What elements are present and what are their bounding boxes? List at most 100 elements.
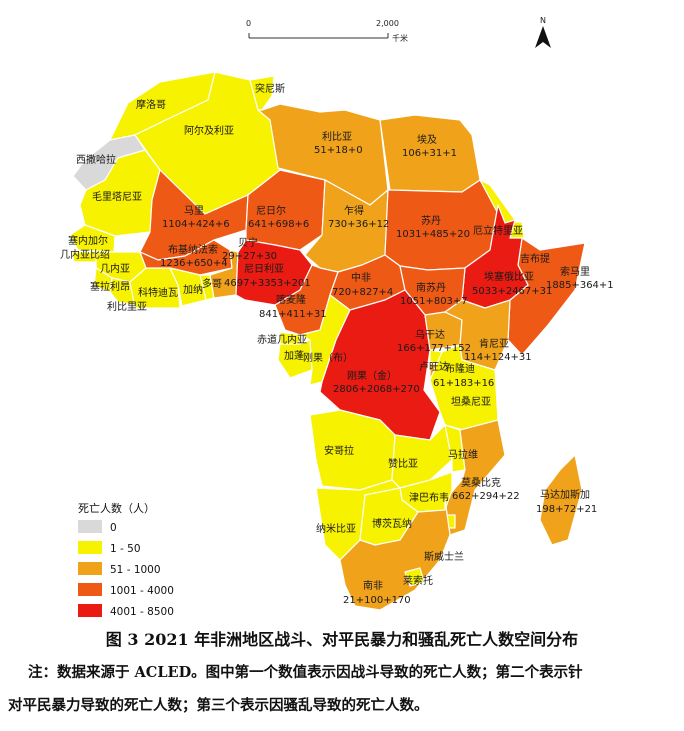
country-malawi[interactable]	[444, 424, 466, 473]
label-eswatini: 斯威士兰	[424, 550, 464, 563]
label-gbissau: 几内亚比绍	[60, 248, 110, 261]
label-ssudan: 南苏丹	[416, 281, 446, 294]
value-mozambique: 662+294+22	[452, 491, 520, 502]
label-guinea: 几内亚	[100, 262, 130, 275]
value-somalia: 1885+364+1	[546, 280, 614, 291]
note-line-2: 对平民暴力导致的死亡人数；第三个表示因骚乱导致的死亡人数。	[8, 697, 429, 714]
value-chad: 730+36+12	[328, 219, 389, 230]
scale-bar	[248, 33, 389, 39]
value-cameroon: 841+411+31	[259, 309, 327, 320]
north-arrow-icon	[535, 26, 551, 48]
value-kenya: 114+124+31	[464, 352, 532, 363]
label-benin: 贝宁	[238, 236, 258, 249]
label-tunisia: 突尼斯	[255, 82, 285, 95]
label-gabon: 加蓬	[284, 350, 304, 362]
label-rwanda: 卢旺达	[419, 360, 449, 373]
value-ethiopia: 5033+2467+31	[472, 286, 552, 297]
label-uganda: 乌干达	[415, 328, 445, 341]
label-lesotho: 莱索托	[403, 574, 433, 587]
value-madagascar: 198+72+21	[536, 504, 597, 515]
legend: 死亡人数（人） 0 1 - 50 51 - 1000 1001 - 4000 4…	[78, 501, 174, 618]
country-mozambique[interactable]	[444, 419, 506, 536]
label-morocco: 摩洛哥	[136, 98, 166, 111]
label-ethiopia: 埃塞俄比亚	[484, 270, 534, 283]
value-egypt: 106+31+1	[402, 148, 457, 159]
label-zimbabwe: 津巴布韦	[409, 492, 449, 504]
label-botswana: 博茨瓦纳	[372, 517, 412, 530]
value-drc: 2806+2068+270	[333, 384, 420, 395]
legend-label-2: 51 - 1000	[110, 564, 161, 576]
label-zambia: 赞比亚	[388, 457, 418, 470]
legend-swatch-4	[78, 604, 102, 617]
legend-title: 死亡人数（人）	[78, 501, 155, 515]
label-niger: 尼日尔	[256, 204, 286, 217]
label-senegal: 塞内加尔	[68, 234, 108, 247]
value-safrica: 21+100+170	[343, 595, 411, 606]
value-niger: 641+698+6	[248, 219, 309, 230]
label-safrica: 南非	[363, 579, 383, 592]
label-nigeria: 尼日利亚	[244, 263, 284, 275]
label-namibia: 纳米比亚	[316, 522, 356, 535]
value-sudan: 1031+485+20	[396, 229, 470, 240]
figure-caption: 图 3 2021 年非洲地区战斗、对平民暴力和骚乱死亡人数空间分布	[105, 630, 579, 649]
value-mali: 1104+424+6	[162, 219, 230, 230]
value-uganda: 166+177+152	[397, 343, 471, 354]
legend-swatch-0	[78, 520, 102, 533]
label-djibouti: 吉布提	[520, 253, 550, 265]
label-burkina: 布基纳法索	[168, 243, 218, 256]
value-libya: 51+18+0	[314, 145, 363, 156]
label-algeria: 阿尔及利亚	[184, 124, 234, 137]
label-congo: 刚果（布）	[303, 352, 353, 364]
label-eqguinea: 赤道几内亚	[257, 333, 307, 346]
label-drc: 刚果（金）	[347, 369, 397, 382]
label-sierra: 塞拉利昂	[90, 280, 130, 293]
label-mali: 马里	[184, 205, 204, 217]
scale-end-label: 2,000	[376, 19, 399, 28]
label-somalia: 索马里	[560, 265, 590, 278]
label-chad: 乍得	[344, 204, 364, 217]
label-cameroon: 喀麦隆	[276, 293, 306, 306]
country-madagascar[interactable]	[539, 454, 583, 546]
label-madagascar: 马达加斯加	[540, 488, 590, 501]
africa-map: 0 2,000 千米 N 突尼斯 摩洛哥 阿尔及利亚 利比亚 51+18+0 埃…	[60, 16, 614, 618]
label-liberia: 利比里亚	[107, 301, 147, 313]
north-label: N	[540, 16, 546, 25]
legend-label-0: 0	[110, 522, 117, 534]
value-nigeria: 4697+3353+201	[224, 278, 311, 289]
label-sudan: 苏丹	[421, 214, 441, 227]
label-malawi: 马拉维	[448, 448, 478, 461]
label-burundi: 布隆迪	[445, 362, 475, 375]
scale-unit-label: 千米	[392, 33, 408, 43]
country-libya[interactable]	[257, 103, 389, 206]
label-tanzania: 坦桑尼亚	[451, 395, 491, 408]
legend-label-1: 1 - 50	[110, 543, 141, 555]
country-lesotho[interactable]	[404, 567, 425, 587]
label-egypt: 埃及	[417, 133, 437, 146]
legend-swatch-3	[78, 583, 102, 596]
label-libya: 利比亚	[322, 131, 352, 143]
country-senegal[interactable]	[69, 224, 116, 253]
label-mauritania: 毛里塔尼亚	[92, 190, 142, 203]
scale-start-label: 0	[246, 19, 251, 28]
label-ivory: 科特迪瓦	[138, 286, 178, 299]
label-angola: 安哥拉	[324, 444, 354, 457]
legend-swatch-1	[78, 541, 102, 554]
label-eritrea: 厄立特里亚	[473, 224, 523, 237]
value-burundi: 61+183+16	[433, 378, 494, 389]
value-burkina: 1236+650+4	[160, 258, 228, 269]
value-benin: 29+27+30	[222, 251, 277, 262]
legend-label-3: 1001 - 4000	[110, 585, 174, 597]
label-togo: 多哥	[202, 277, 222, 290]
country-tunisia[interactable]	[249, 75, 275, 111]
label-car: 中非	[351, 271, 371, 284]
legend-swatch-2	[78, 562, 102, 575]
value-ssudan: 1051+803+7	[400, 296, 468, 307]
country-burkina[interactable]	[139, 239, 233, 276]
country-safrica[interactable]	[339, 499, 451, 611]
value-car: 720+827+4	[332, 287, 393, 298]
note-line-1: 注：数据来源于 ACLED。图中第一个数值表示因战斗导致的死亡人数；第二个表示针	[28, 664, 583, 681]
label-ghana: 加纳	[183, 283, 203, 296]
legend-label-4: 4001 - 8500	[110, 606, 174, 618]
label-mozambique: 莫桑比克	[461, 477, 501, 489]
label-kenya: 肯尼亚	[479, 337, 509, 350]
